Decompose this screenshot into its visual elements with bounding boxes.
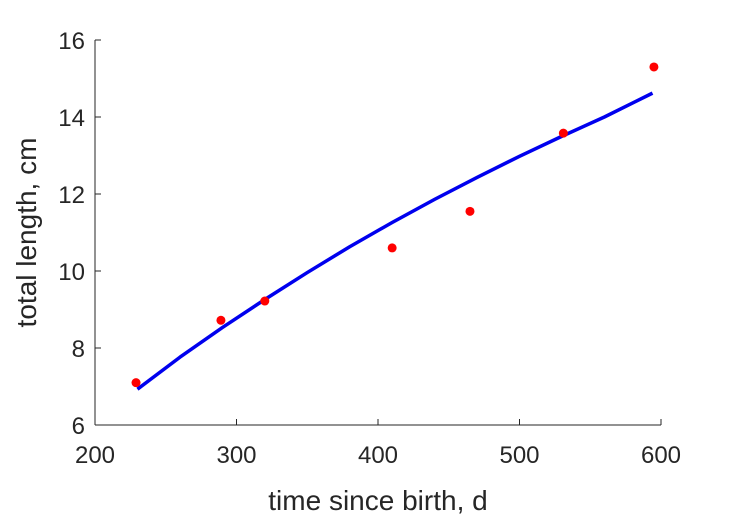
data-point [260,296,270,306]
y-tick-label: 14 [58,105,85,132]
y-tick-label: 16 [58,28,85,55]
data-point [558,128,568,138]
data-point [649,62,659,72]
x-tick-label: 500 [499,442,539,469]
y-tick-label: 10 [58,259,85,286]
data-point [465,206,475,216]
y-tick-label: 12 [58,182,85,209]
fit-curve [136,91,654,391]
x-tick-label: 600 [641,442,681,469]
y-axis-title: total length, cm [11,138,42,328]
plot-area [131,62,659,391]
data-point [387,243,397,253]
ticks: 200 300 400 500 600 6 8 10 12 14 16 [58,28,681,469]
y-tick-label: 6 [72,413,85,440]
x-tick-label: 300 [216,442,256,469]
y-tick-label: 8 [72,336,85,363]
data-point [216,315,226,325]
data-point [131,378,141,388]
x-tick-label: 400 [358,442,398,469]
x-tick-label: 200 [75,442,115,469]
x-axis-title: time since birth, d [268,485,487,516]
